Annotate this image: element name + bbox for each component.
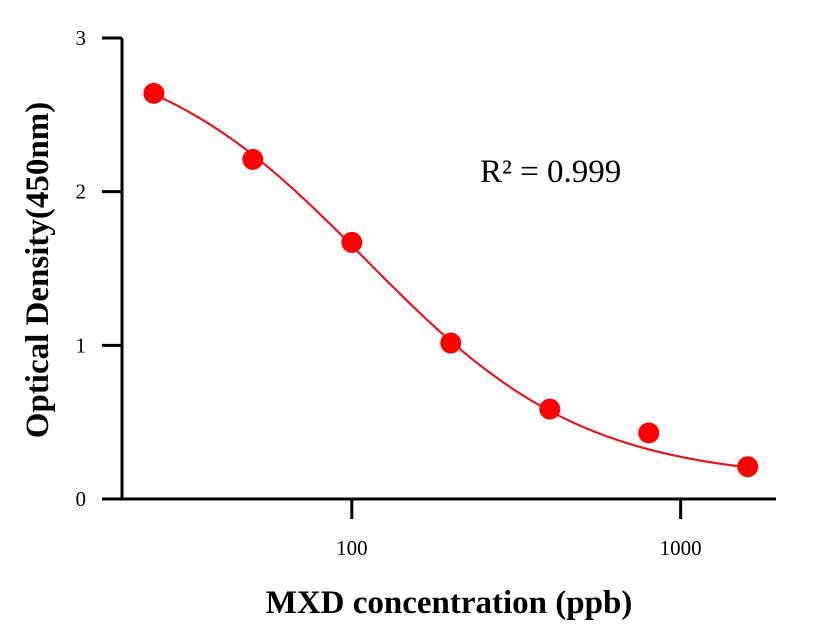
axes: 0 1 2 3 100 1000 [76,26,776,560]
x-tick-label: 1000 [660,536,702,560]
data-point [143,82,165,104]
data-point [737,456,759,478]
data-point [539,398,561,420]
y-tick-label: 0 [76,487,87,511]
r-squared-annotation: R² = 0.999 [480,154,621,190]
data-points [143,82,759,478]
y-tick-label: 2 [76,180,87,204]
data-point [341,231,363,253]
data-point [440,332,462,354]
fit-curve [153,93,748,469]
x-tick-label: 100 [336,536,368,560]
y-tick-label: 1 [76,333,87,357]
y-tick-label: 3 [76,26,87,50]
y-axis-label: Optical Density(450nm) [20,102,56,438]
data-point [242,148,264,170]
x-axis-label: MXD concentration (ppb) [266,585,633,621]
data-point [638,422,660,444]
